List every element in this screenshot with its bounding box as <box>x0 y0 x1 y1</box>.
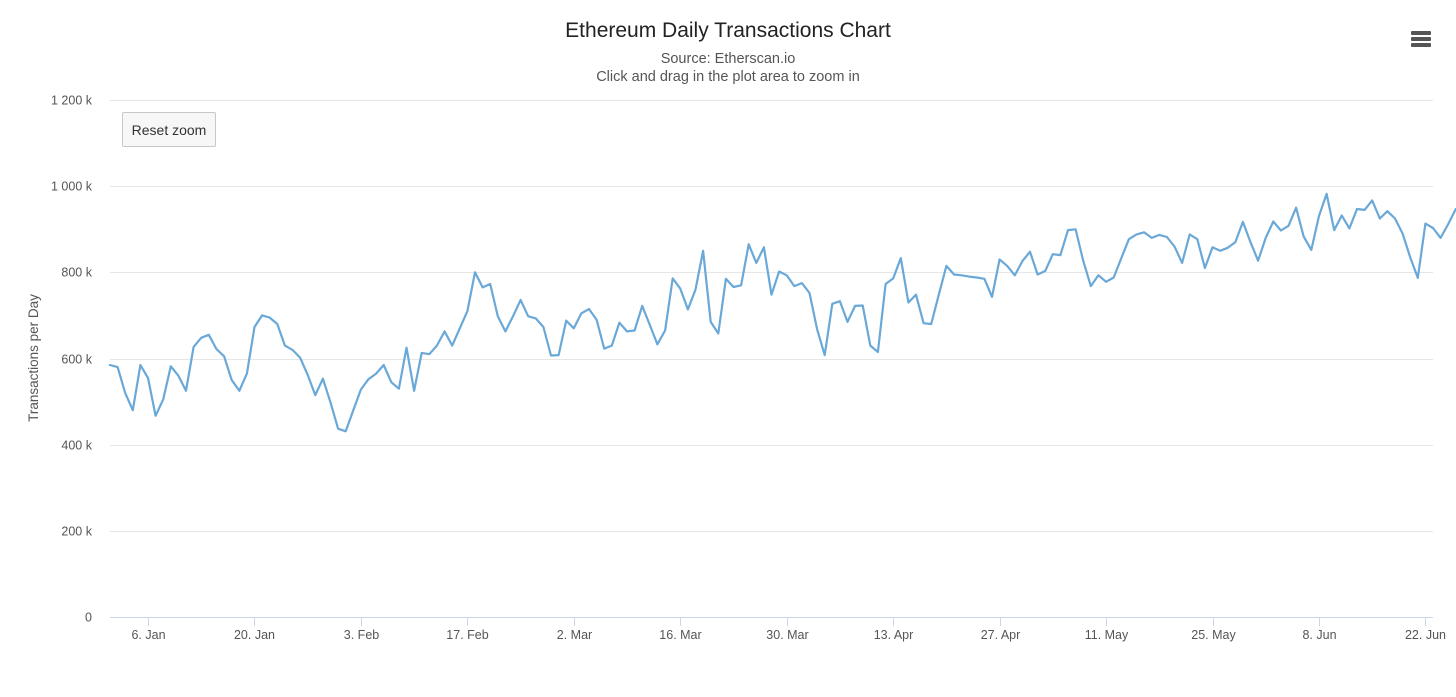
chart-subtitle-source: Source: Etherscan.io <box>660 51 796 67</box>
y-tick-label: 1 200 k <box>51 94 93 108</box>
series-line <box>108 192 1456 433</box>
x-axis: 6. Jan 20. Jan 3. Feb 17. Feb 2. Mar 16. Mar 3… <box>110 617 1446 642</box>
y-tick-label: 0 <box>85 611 92 625</box>
x-tick-label: 22. Jun <box>1405 628 1446 642</box>
x-tick-label: 25. May <box>1191 628 1236 642</box>
x-tick-label: 27. Apr <box>981 628 1021 642</box>
chart-subtitle-zoom-hint: Click and drag in the plot area to zoom … <box>596 69 860 85</box>
x-tick-label: 2. Mar <box>557 628 592 642</box>
series-layer <box>108 192 1456 433</box>
x-tick-label: 17. Feb <box>446 628 488 642</box>
x-tick-label: 20. Jan <box>234 628 275 642</box>
hamburger-menu-icon[interactable] <box>1406 26 1436 52</box>
x-tick-label: 8. Jun <box>1302 628 1336 642</box>
y-tick-label: 200 k <box>61 525 92 539</box>
menu-bar <box>1411 31 1431 35</box>
grid-lines <box>110 100 1433 532</box>
x-tick-label: 6. Jan <box>131 628 165 642</box>
x-tick-label: 16. Mar <box>659 628 701 642</box>
y-tick-label: 400 k <box>61 439 92 453</box>
y-tick-label: 600 k <box>61 353 92 367</box>
y-tick-label: 800 k <box>61 266 92 280</box>
y-axis: 0 200 k 400 k 600 k 800 k 1 000 k 1 200 k <box>51 94 93 625</box>
y-tick-label: 1 000 k <box>51 180 93 194</box>
x-tick-label: 11. May <box>1085 628 1129 642</box>
x-tick-label: 30. Mar <box>766 628 808 642</box>
x-tick-label: 13. Apr <box>874 628 914 642</box>
y-axis-title: Transactions per Day <box>26 294 41 422</box>
menu-bar <box>1411 43 1431 47</box>
x-tick-label: 3. Feb <box>344 628 379 642</box>
chart-title: Ethereum Daily Transactions Chart <box>565 19 891 42</box>
reset-zoom-button[interactable]: Reset zoom <box>122 112 216 147</box>
menu-bar <box>1411 37 1431 41</box>
